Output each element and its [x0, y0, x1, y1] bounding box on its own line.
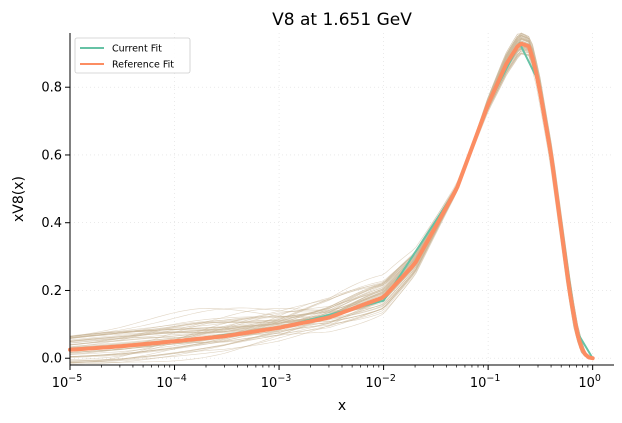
legend: Current Fit Reference Fit	[74, 37, 191, 74]
x-tick-label: 10−4	[156, 373, 187, 391]
replica-line	[69, 35, 593, 359]
series-lines	[68, 41, 595, 361]
y-tick-label: 0.2	[41, 284, 62, 299]
y-tick-label: 0.8	[41, 81, 62, 96]
replica-line	[69, 33, 593, 359]
y-tick-label: 0.4	[41, 216, 62, 231]
x-ticks: 10−5 10−4 10−3 10−2 10−1 100	[52, 365, 601, 391]
chart-title: V8 at 1.651 GeV	[272, 10, 412, 30]
replica-line	[69, 52, 593, 359]
y-tick-label: 0.0	[41, 352, 62, 367]
replica-line	[69, 35, 593, 359]
replica-line	[69, 35, 593, 359]
replica-line	[69, 36, 593, 359]
legend-label-1: Reference Fit	[112, 60, 174, 71]
x-tick-label: 10−2	[365, 373, 396, 391]
x-axis-label: x	[338, 398, 346, 414]
grid	[69, 33, 614, 365]
x-tick-label: 100	[578, 373, 601, 391]
x-tick-label: 10−1	[470, 373, 501, 391]
y-ticks: 0.0 0.2 0.4 0.6 0.8	[41, 81, 70, 367]
replica-line	[69, 50, 593, 359]
y-tick-label: 0.6	[41, 148, 62, 163]
axes	[69, 33, 614, 366]
y-axis-label: xV8(x)	[11, 176, 27, 222]
x-tick-label: 10−3	[261, 373, 292, 391]
legend-label-0: Current Fit	[112, 44, 162, 55]
x-tick-label: 10−5	[52, 373, 83, 391]
series-line-1	[68, 41, 595, 361]
replica-line	[69, 53, 593, 359]
